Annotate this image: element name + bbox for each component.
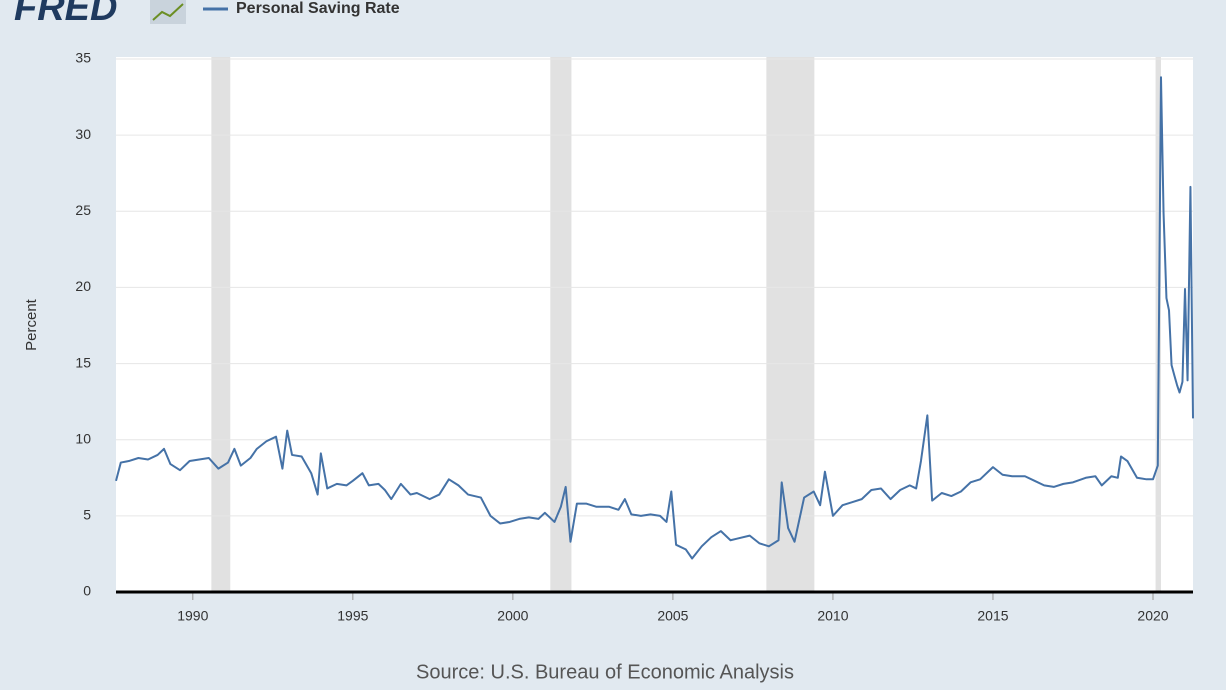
recession-band [766, 57, 815, 592]
y-tick-label: 10 [75, 430, 91, 446]
y-tick-label: 0 [83, 583, 91, 599]
source: Source: U.S. Bureau of Economic Analysis [416, 661, 794, 683]
recession-band [550, 57, 572, 592]
x-tick-label: 2000 [497, 608, 528, 624]
plot-area [116, 57, 1193, 592]
x-tick-label: 2020 [1137, 608, 1168, 624]
y-tick-label: 5 [83, 507, 91, 523]
legend-label: Personal Saving Rate [236, 0, 400, 17]
y-tick-label: 20 [75, 278, 91, 294]
y-tick-label: 30 [75, 126, 91, 142]
y-tick-label: 15 [75, 354, 91, 370]
x-tick-label: 2010 [817, 608, 848, 624]
series-line [115, 76, 1194, 560]
x-tick-label: 2005 [657, 608, 688, 624]
x-tick-label: 1990 [177, 608, 208, 624]
y-tick-label: 35 [75, 50, 91, 66]
x-tick-label: 1995 [337, 608, 368, 624]
y-axis-label: Percent [23, 298, 40, 351]
x-tick-label: 2015 [977, 608, 1008, 624]
y-tick-label: 25 [75, 202, 91, 218]
logo: FRED [14, 0, 117, 29]
logo-icon [150, 0, 186, 24]
recession-band [211, 57, 231, 592]
